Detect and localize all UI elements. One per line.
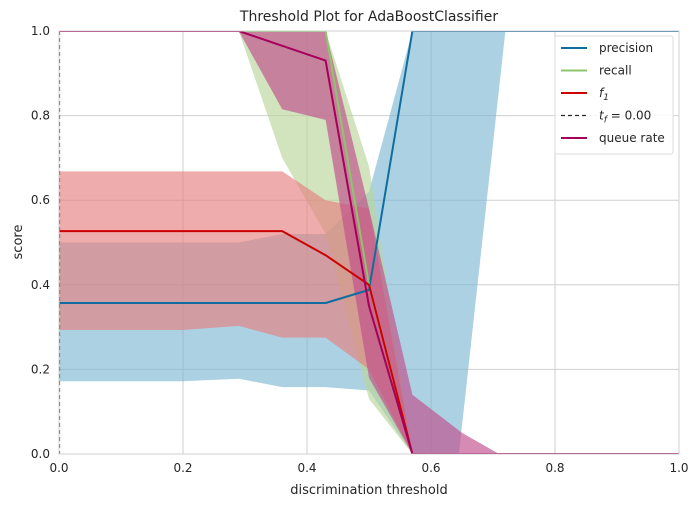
x-tick-label: 0.8 <box>545 461 564 475</box>
tick-labels: 0.0 0.2 0.4 0.6 0.8 1.0 0.0 0.2 0.4 0.6 0.8 1.0 <box>31 24 689 475</box>
series-lines <box>59 31 679 454</box>
line-f1 <box>59 230 679 454</box>
y-tick-label: 0.8 <box>31 109 50 123</box>
y-tick-label: 0.4 <box>31 278 50 292</box>
y-tick-label: 1.0 <box>31 24 50 38</box>
x-tick-label: 0.6 <box>421 461 440 475</box>
legend-label: precision <box>599 41 653 55</box>
y-tick-label: 0.0 <box>31 447 50 461</box>
line-precision <box>59 31 679 304</box>
y-axis-title: score <box>11 225 26 260</box>
band-queue-rate <box>59 31 679 454</box>
x-tick-label: 0.2 <box>173 461 192 475</box>
legend-label: f1 <box>599 86 609 103</box>
legend-label: tf = 0.00 <box>599 109 651 126</box>
legend-label: queue rate <box>599 131 665 145</box>
line-queue-rate <box>59 31 679 454</box>
confidence-bands <box>59 31 679 454</box>
y-tick-label: 0.2 <box>31 362 50 376</box>
x-tick-label: 1.0 <box>669 461 688 475</box>
x-tick-label: 0.4 <box>297 461 316 475</box>
plot-frame <box>58 30 680 455</box>
chart-title: Threshold Plot for AdaBoostClassifier <box>239 9 498 25</box>
legend: precision recall f1 tf = 0.00 queue rate <box>554 35 674 155</box>
legend-label: recall <box>599 64 632 78</box>
legend-box <box>554 35 674 155</box>
x-tick-label: 0.0 <box>49 461 68 475</box>
y-tick-label: 0.6 <box>31 193 50 207</box>
x-axis-title: discrimination threshold <box>290 483 447 498</box>
